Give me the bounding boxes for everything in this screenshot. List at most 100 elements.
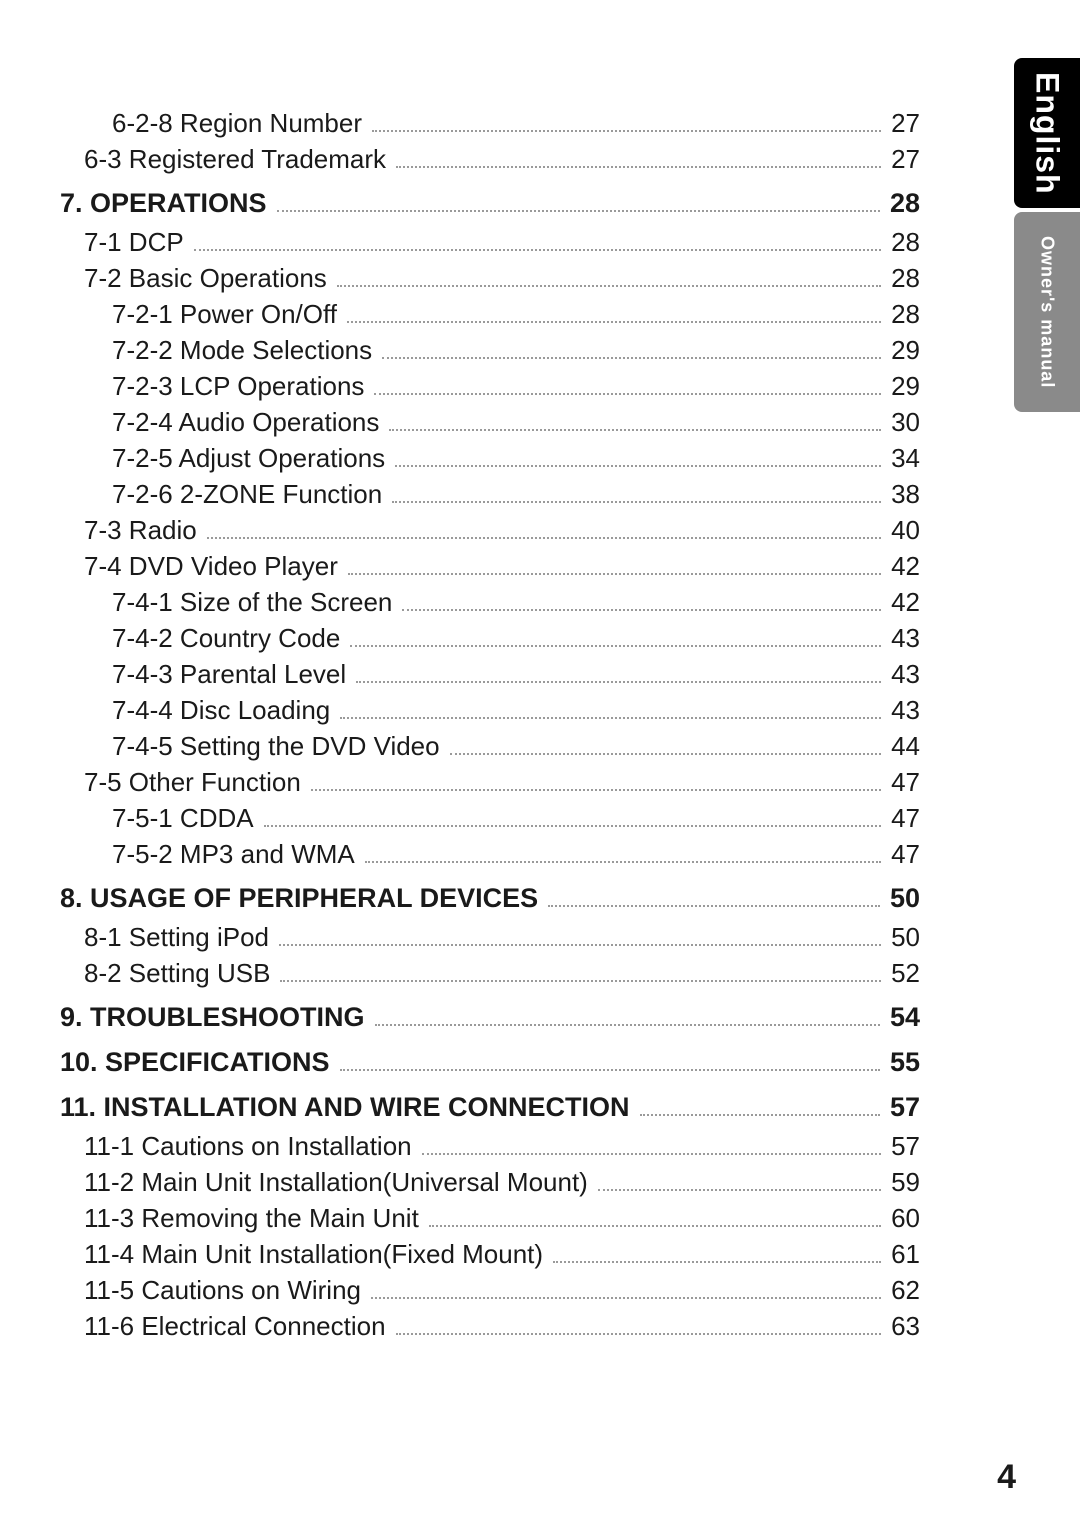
- toc-entry: 7-4-4 Disc Loading 43: [60, 697, 920, 723]
- toc-entry: 7-2-3 LCP Operations29: [60, 373, 920, 399]
- toc-entry-page: 28: [890, 190, 920, 217]
- toc-entry: 7. OPERATIONS 28: [60, 190, 920, 217]
- toc-entry: 7-4-1 Size of the Screen 42: [60, 589, 920, 615]
- toc-leader: [382, 357, 881, 359]
- toc-entry-label: 7-5 Other Function: [84, 769, 301, 795]
- toc-leader: [395, 465, 881, 467]
- toc-entry-label: 11-1 Cautions on Installation: [84, 1133, 412, 1159]
- toc-entry: 7-3 Radio 40: [60, 517, 920, 543]
- toc-entry-page: 59: [891, 1169, 920, 1195]
- toc-entry-page: 28: [891, 229, 920, 255]
- toc-entry-label: 11-5 Cautions on Wiring: [84, 1277, 361, 1303]
- toc-entry-page: 43: [891, 697, 920, 723]
- toc-entry-page: 30: [891, 409, 920, 435]
- toc-entry-page: 47: [891, 769, 920, 795]
- toc-entry-label: 9. TROUBLESHOOTING: [60, 1004, 365, 1031]
- toc-entry-label: 7-4-1 Size of the Screen: [112, 589, 392, 615]
- toc-entry-label: 7-4-5 Setting the DVD Video: [112, 733, 440, 759]
- toc-entry-page: 42: [891, 589, 920, 615]
- toc-entry: 7-1 DCP 28: [60, 229, 920, 255]
- toc-entry-page: 63: [891, 1313, 920, 1339]
- page: English Owner's manual 6-2-8 Region Numb…: [0, 0, 1080, 1533]
- toc-entry-label: 10. SPECIFICATIONS: [60, 1049, 330, 1076]
- toc-leader: [371, 1297, 881, 1299]
- toc-entry-label: 11-3 Removing the Main Unit: [84, 1205, 419, 1231]
- toc-entry-page: 60: [891, 1205, 920, 1231]
- toc-leader: [640, 1114, 880, 1116]
- toc-entry-label: 7-4-2 Country Code: [112, 625, 340, 651]
- toc-entry-page: 29: [891, 373, 920, 399]
- toc-entry-page: 52: [891, 960, 920, 986]
- toc-entry: 7-4-3 Parental Level43: [60, 661, 920, 687]
- toc-entry-label: 6-2-8 Region Number: [112, 110, 362, 136]
- toc-entry: 11-2 Main Unit Installation(Universal Mo…: [60, 1169, 920, 1195]
- toc-leader: [365, 861, 881, 863]
- toc-leader: [450, 753, 881, 755]
- toc-entry-label: 7-2-6 2-ZONE Function: [112, 481, 382, 507]
- toc-entry-label: 7. OPERATIONS: [60, 190, 267, 217]
- toc-entry-label: 8-1 Setting iPod: [84, 924, 269, 950]
- toc-leader: [280, 980, 881, 982]
- toc-entry-label: 7-4-4 Disc Loading: [112, 697, 330, 723]
- toc-entry-label: 7-1 DCP: [84, 229, 184, 255]
- toc-leader: [264, 825, 881, 827]
- toc-entry: 6-3 Registered Trademark27: [60, 146, 920, 172]
- toc-entry: 7-5 Other Function 47: [60, 769, 920, 795]
- toc-entry: 9. TROUBLESHOOTING54: [60, 1004, 920, 1031]
- toc-entry-page: 47: [891, 805, 920, 831]
- toc-entry: 7-2 Basic Operations28: [60, 265, 920, 291]
- toc-leader: [350, 645, 881, 647]
- toc-entry-page: 29: [891, 337, 920, 363]
- toc-leader: [347, 321, 881, 323]
- toc-entry-label: 7-2-5 Adjust Operations: [112, 445, 385, 471]
- toc-entry: 7-4-2 Country Code43: [60, 625, 920, 651]
- toc-entry-page: 27: [891, 110, 920, 136]
- toc-entry: 7-5-2 MP3 and WMA 47: [60, 841, 920, 867]
- toc-entry-label: 8-2 Setting USB: [84, 960, 270, 986]
- toc-leader: [553, 1261, 881, 1263]
- toc-entry: 6-2-8 Region Number 27: [60, 110, 920, 136]
- toc-entry-page: 28: [891, 301, 920, 327]
- toc-entry-label: 7-2 Basic Operations: [84, 265, 327, 291]
- toc-entry-page: 57: [890, 1094, 920, 1121]
- toc-leader: [396, 166, 881, 168]
- toc-entry-label: 7-4 DVD Video Player: [84, 553, 338, 579]
- toc-leader: [422, 1153, 881, 1155]
- toc-entry-page: 40: [891, 517, 920, 543]
- toc-entry: 10. SPECIFICATIONS55: [60, 1049, 920, 1076]
- toc-entry: 11-1 Cautions on Installation57: [60, 1133, 920, 1159]
- toc-entry: 11-4 Main Unit Installation(Fixed Mount)…: [60, 1241, 920, 1267]
- toc-leader: [337, 285, 881, 287]
- toc-leader: [396, 1333, 882, 1335]
- toc-entry-label: 7-5-1 CDDA: [112, 805, 254, 831]
- toc-entry: 8-1 Setting iPod50: [60, 924, 920, 950]
- owners-manual-tab-label: Owner's manual: [1037, 236, 1058, 388]
- toc-entry: 8-2 Setting USB 52: [60, 960, 920, 986]
- toc-entry-page: 47: [891, 841, 920, 867]
- toc-leader: [429, 1225, 881, 1227]
- toc-entry-label: 7-3 Radio: [84, 517, 197, 543]
- toc-leader: [548, 905, 880, 907]
- toc-entry-page: 61: [891, 1241, 920, 1267]
- toc-leader: [372, 130, 881, 132]
- toc-entry-page: 50: [890, 885, 920, 912]
- toc-entry-label: 6-3 Registered Trademark: [84, 146, 386, 172]
- toc-entry-label: 11-2 Main Unit Installation(Universal Mo…: [84, 1169, 588, 1195]
- toc-leader: [598, 1189, 881, 1191]
- toc-leader: [340, 717, 881, 719]
- toc-entry-label: 8. USAGE OF PERIPHERAL DEVICES: [60, 885, 538, 912]
- toc-entry-page: 62: [891, 1277, 920, 1303]
- toc-leader: [402, 609, 881, 611]
- toc-leader: [194, 249, 881, 251]
- toc-entry-label: 7-2-1 Power On/Off: [112, 301, 337, 327]
- toc-entry-page: 42: [891, 553, 920, 579]
- toc-entry: 7-4-5 Setting the DVD Video44: [60, 733, 920, 759]
- toc-entry: 11-6 Electrical Connection63: [60, 1313, 920, 1339]
- toc-entry-label: 11-4 Main Unit Installation(Fixed Mount): [84, 1241, 543, 1267]
- toc-leader: [277, 210, 880, 212]
- toc-leader: [279, 944, 881, 946]
- toc-leader: [375, 1024, 880, 1026]
- toc-entry-label: 7-5-2 MP3 and WMA: [112, 841, 355, 867]
- table-of-contents: 6-2-8 Region Number 27 6-3 Registered Trad…: [60, 110, 920, 1339]
- toc-entry: 8. USAGE OF PERIPHERAL DEVICES 50: [60, 885, 920, 912]
